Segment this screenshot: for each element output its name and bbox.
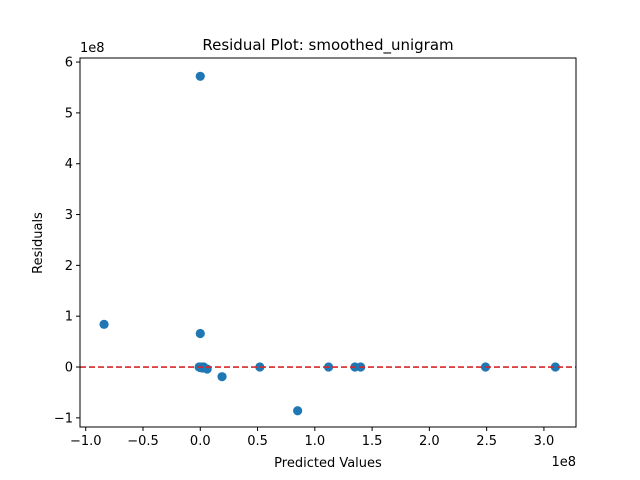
y-tick-label: 3	[65, 208, 73, 223]
y-tick-label: 1	[65, 310, 73, 325]
y-axis-offset-label: 1e8	[80, 41, 105, 56]
y-tick-label: 0	[65, 361, 73, 376]
y-axis: −1 0 1 2 3 4 5 6	[54, 56, 80, 426]
data-point-11	[293, 406, 303, 416]
y-tick-label: 5	[65, 106, 73, 121]
x-axis: −1.0 −0.5 0.0 0.5 1.0 1.5 2.0 2.5 3.0	[70, 427, 554, 449]
data-point-10	[255, 362, 265, 372]
x-axis-offset-label: 1e8	[551, 455, 576, 470]
x-tick-label: 3.0	[534, 434, 555, 449]
y-axis-label: Residuals	[31, 212, 46, 274]
y-tick-label: 4	[65, 157, 73, 172]
data-point-8	[202, 364, 212, 374]
data-point-1	[195, 71, 205, 81]
y-tick-label: −1	[54, 411, 73, 426]
x-tick-label: 1.0	[304, 434, 325, 449]
data-point-16	[550, 362, 560, 372]
x-tick-label: 1.5	[362, 434, 383, 449]
x-tick-label: 0.0	[190, 434, 211, 449]
x-tick-label: −1.0	[70, 434, 102, 449]
data-point-0	[99, 319, 109, 329]
x-tick-label: 2.5	[476, 434, 497, 449]
axes-frame	[79, 57, 577, 428]
data-point-9	[217, 372, 227, 382]
chart-title: Residual Plot: smoothed_unigram	[202, 36, 453, 55]
x-axis-label: Predicted Values	[274, 456, 382, 471]
plot-area	[80, 71, 576, 416]
x-tick-label: 0.5	[247, 434, 268, 449]
x-tick-label: −0.5	[127, 434, 159, 449]
y-tick-label: 6	[65, 56, 73, 71]
x-tick-label: 2.0	[419, 434, 440, 449]
data-point-2	[195, 328, 205, 339]
y-tick-label: 2	[65, 259, 73, 274]
